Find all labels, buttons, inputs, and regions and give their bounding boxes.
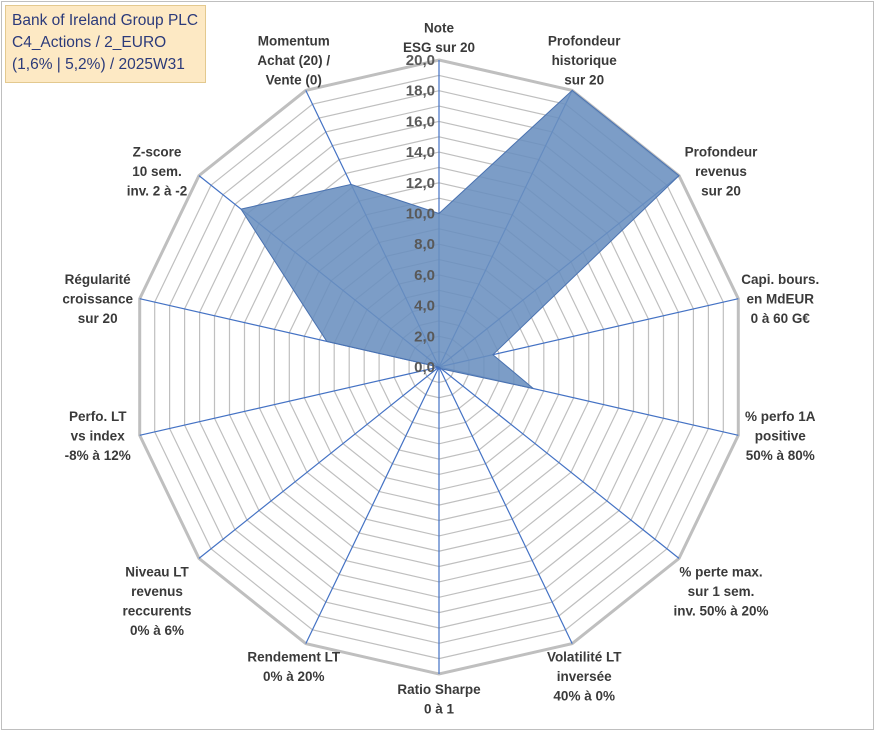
tick-label: 4,0 xyxy=(414,298,435,315)
axis-label-line: Profondeur xyxy=(548,33,621,48)
axis-label-line: 50% à 80% xyxy=(746,448,815,463)
series-area xyxy=(240,89,680,389)
tick-label: 6,0 xyxy=(414,267,435,284)
axis-label-line: sur 20 xyxy=(701,184,741,199)
axis-label-line: 0% à 20% xyxy=(263,669,325,684)
axis-label: Volatilité LT inversée 40% à 0% xyxy=(547,650,622,704)
axis-label-line: ESG sur 20 xyxy=(403,40,475,55)
chart-title-box: Bank of Ireland Group PLC C4_Actions / 2… xyxy=(5,5,206,83)
axis-label-line: revenus xyxy=(695,164,747,179)
axis-label: Note ESG sur 20 xyxy=(403,21,475,56)
axis-label-line: Momentum xyxy=(258,33,330,48)
axis-label-line: % perfo 1A xyxy=(745,409,816,424)
axis-label-line: inversée xyxy=(557,669,612,684)
axis-label-line: Volatilité LT xyxy=(547,650,622,665)
tick-label: 16,0 xyxy=(406,113,435,130)
axis-label: Perfo. LT vs index -8% à 12% xyxy=(65,409,131,463)
axis-label-line: historique xyxy=(552,53,618,68)
axis-label-line: en MdEUR xyxy=(747,292,815,307)
tick-label: 8,0 xyxy=(414,236,435,253)
tick-label: 2,0 xyxy=(414,328,435,345)
radar-series xyxy=(240,89,680,389)
radar-tick-labels: 0,0 2,0 4,0 6,0 8,0 10,0 12,0 14,0 16,0 18,0 20,0 xyxy=(406,52,435,376)
axis-label-line: Achat (20) / xyxy=(257,53,330,68)
axis-label-line: 0 à 60 G€ xyxy=(751,311,811,326)
radar-axis-labels: Note ESG sur 20 Profondeur historique sur 20… xyxy=(62,21,819,717)
axis-label: Ratio Sharpe 0 à 1 xyxy=(397,682,481,717)
axis-label-line: Capi. bours. xyxy=(741,272,819,287)
axis-label: % perte max. sur 1 sem. inv. 50% à 20% xyxy=(673,564,768,618)
axis-label: Z-score 10 sem. inv. 2 à -2 xyxy=(127,145,188,199)
title-line-company: Bank of Ireland Group PLC xyxy=(12,12,199,29)
axis-label: Capi. bours. en MdEUR 0 à 60 G€ xyxy=(741,272,819,326)
axis-label-line: % perte max. xyxy=(679,564,762,579)
axis-label: Niveau LT revenus reccurents 0% à 6% xyxy=(122,564,191,638)
axis-label-line: revenus xyxy=(131,584,183,599)
axis-label-line: sur 1 sem. xyxy=(688,584,755,599)
tick-label: 20,0 xyxy=(406,52,435,69)
tick-label: 14,0 xyxy=(406,144,435,161)
axis-label-line: Profondeur xyxy=(685,145,758,160)
tick-label: 18,0 xyxy=(406,83,435,100)
radar-spoke xyxy=(198,366,440,559)
axis-label-line: Vente (0) xyxy=(266,72,322,87)
axis-label-line: -8% à 12% xyxy=(65,448,131,463)
tick-label: 10,0 xyxy=(406,206,435,223)
axis-label-line: 0% à 6% xyxy=(130,623,184,638)
axis-label-line: Niveau LT xyxy=(125,564,189,579)
axis-label-line: inv. 50% à 20% xyxy=(673,603,768,618)
axis-label: Profondeur historique sur 20 xyxy=(548,33,621,87)
axis-label-line: inv. 2 à -2 xyxy=(127,184,188,199)
axis-label-line: Régularité xyxy=(65,272,132,287)
title-line-category: C4_Actions / 2_EURO xyxy=(12,34,167,51)
radar-spoke xyxy=(438,366,573,644)
axis-label-line: 10 sem. xyxy=(132,164,182,179)
axis-label: Momentum Achat (20) / Vente (0) xyxy=(257,33,330,87)
axis-label-line: Ratio Sharpe xyxy=(397,682,481,697)
axis-label-line: sur 20 xyxy=(78,311,118,326)
tick-label: 12,0 xyxy=(406,175,435,192)
tick-label: 0,0 xyxy=(414,359,435,376)
axis-label-line: Z-score xyxy=(133,145,182,160)
axis-label: % perfo 1A positive 50% à 80% xyxy=(745,409,816,463)
axis-label-line: Note xyxy=(424,21,454,36)
axis-label: Régularité croissance sur 20 xyxy=(62,272,133,326)
radar-spoke xyxy=(139,366,440,436)
axis-label-line: Rendement LT xyxy=(247,650,341,665)
radar-spoke xyxy=(438,366,680,559)
axis-label-line: 0 à 1 xyxy=(424,702,455,717)
axis-label-line: 40% à 0% xyxy=(553,689,615,704)
axis-label-line: vs index xyxy=(71,428,126,443)
axis-label-line: reccurents xyxy=(122,603,191,618)
radar-spoke xyxy=(305,366,440,644)
axis-label: Profondeur revenus sur 20 xyxy=(685,145,758,199)
title-line-period: (1,6% | 5,2%) / 2025W31 xyxy=(12,56,185,73)
axis-label: Rendement LT 0% à 20% xyxy=(247,650,341,685)
axis-label-line: sur 20 xyxy=(564,72,604,87)
axis-label-line: Perfo. LT xyxy=(69,409,127,424)
axis-label-line: croissance xyxy=(62,292,133,307)
axis-label-line: positive xyxy=(755,428,807,443)
